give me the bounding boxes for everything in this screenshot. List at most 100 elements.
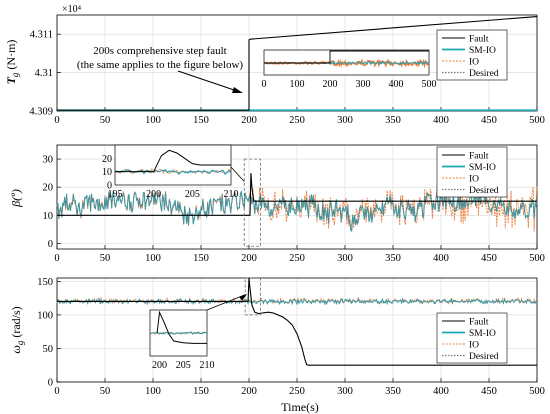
series-io	[56, 296, 538, 306]
x-tick-label: 400	[433, 386, 449, 397]
x-tick-label: 450	[481, 115, 497, 126]
x-tick-label: 100	[145, 253, 161, 264]
x-tick-label: 50	[100, 115, 111, 126]
x-tick-label: 500	[529, 253, 545, 264]
x-tick-label: 350	[385, 386, 401, 397]
x-tick-label: 250	[289, 386, 305, 397]
inset-pointer	[230, 166, 245, 182]
legend-label-io: IO	[469, 175, 479, 185]
inset-series-desired	[114, 169, 232, 174]
legend-label-desired: Desired	[469, 352, 499, 362]
x-tick-label: 300	[337, 253, 353, 264]
y-tick-label: 50	[43, 344, 54, 355]
inset-y-tick-label: 10	[102, 167, 112, 178]
series-fault	[57, 277, 537, 366]
x-tick-label: 200	[241, 115, 257, 126]
x-tick-label: 0	[54, 115, 59, 126]
torque-panel: 0 50 100 150 200 250 300 350 400 450 500 4.309 4.31 4…	[4, 4, 545, 126]
y-tick-label: 4.31	[35, 68, 53, 79]
y-axis-label: Tg (N·m)	[4, 40, 20, 85]
x-tick-label: 100	[145, 115, 161, 126]
x-tick-label: 400	[433, 253, 449, 264]
x-tick-label: 50	[100, 253, 111, 264]
inset-series-fault	[115, 149, 231, 173]
x-tick-label: 450	[481, 253, 497, 264]
inset-y-tick-label: 20	[102, 154, 112, 165]
legend-label-sm-io: SM-IO	[469, 163, 496, 173]
y-tick-label: 4.309	[29, 107, 53, 118]
x-tick-label: 0	[54, 386, 59, 397]
y-tick-label: 30	[43, 155, 54, 166]
x-tick-label: 200	[241, 386, 257, 397]
legend-label-sm-io: SM-IO	[469, 329, 496, 339]
x-tick-label: 350	[385, 115, 401, 126]
y-tick-label: 0	[48, 378, 53, 389]
x-tick-label: 450	[481, 386, 497, 397]
inset-x-tick-label: 205	[176, 360, 191, 371]
x-tick-label: 150	[193, 253, 209, 264]
y-tick-label: 0	[48, 239, 53, 250]
y-tick-label: 10	[43, 211, 54, 222]
x-tick-label: 500	[529, 386, 545, 397]
inset-series-smio	[114, 168, 232, 176]
y-tick-label: 100	[37, 310, 53, 321]
pitch-panel: 0 50 100 150 200 250 300 350 400 450 5000102030β(º…	[9, 144, 545, 264]
inset-series-fault	[156, 310, 207, 344]
legend-label-sm-io: SM-IO	[469, 46, 496, 56]
inset-series-fault	[264, 50, 429, 64]
y-axis-label: ωg (rad/s)	[9, 306, 25, 353]
x-tick-label: 50	[100, 386, 111, 397]
legend-label-fault: Fault	[469, 318, 489, 328]
inset-pointer	[206, 294, 246, 311]
annotation-arrow	[177, 70, 241, 93]
inset-series-smio	[149, 331, 208, 335]
annotation-line1: 200s comprehensive step fault	[93, 45, 227, 57]
series-fault	[57, 173, 537, 216]
zoom-region	[243, 158, 261, 247]
legend-label-desired: Desired	[469, 186, 499, 196]
x-tick-label: 200	[241, 253, 257, 264]
x-tick-label: 300	[337, 386, 353, 397]
legend-label-io: IO	[469, 341, 479, 351]
legend-label-fault: Fault	[469, 35, 489, 45]
y-tick-label: 150	[37, 277, 53, 288]
inset-x-tick-label: 300	[356, 79, 371, 90]
exponent-label: ×10⁴	[62, 4, 82, 15]
series-desired	[56, 298, 538, 305]
x-tick-label: 400	[433, 115, 449, 126]
x-axis-label: Time(s)	[281, 400, 319, 414]
inset-x-tick-label: 210	[224, 189, 239, 200]
x-tick-label: 500	[529, 115, 545, 126]
inset-x-tick-label: 500	[422, 79, 437, 90]
inset-x-tick-label: 210	[200, 360, 215, 371]
inset-x-tick-label: 100	[290, 79, 305, 90]
inset-x-tick-label: 195	[108, 189, 123, 200]
inset-x-tick-label: 0	[262, 79, 267, 90]
x-tick-label: 150	[193, 386, 209, 397]
x-tick-label: 300	[337, 115, 353, 126]
inset-x-tick-label: 205	[185, 189, 200, 200]
inset-x-tick-label: 200	[146, 189, 161, 200]
legend-label-desired: Desired	[469, 69, 499, 79]
x-tick-label: 150	[193, 115, 209, 126]
inset-x-tick-label: 400	[389, 79, 404, 90]
y-axis-label: β(º)	[9, 189, 23, 208]
zoom-region	[244, 277, 261, 316]
inset-arrowhead	[239, 293, 248, 301]
inset-series-desired	[149, 332, 208, 335]
speed-panel: 0 50 100 150 200 250 300 350 400 450 500 0 50 100 150 ω…	[9, 277, 545, 397]
legend-label-fault: Fault	[469, 152, 489, 162]
x-tick-label: 350	[385, 253, 401, 264]
x-tick-label: 250	[289, 253, 305, 264]
inset-y-tick-label: 0	[107, 181, 112, 192]
series-fault	[57, 15, 538, 111]
x-tick-label: 0	[54, 253, 59, 264]
annotation-line2: (the same applies to the figure below)	[77, 59, 244, 71]
inset-x-tick-label: 200	[323, 79, 338, 90]
legend-label-io: IO	[469, 58, 479, 68]
x-tick-label: 250	[289, 115, 305, 126]
y-tick-label: 4.311	[30, 30, 53, 41]
y-tick-label: 20	[43, 183, 54, 194]
inset-x-tick-label: 200	[152, 360, 167, 371]
